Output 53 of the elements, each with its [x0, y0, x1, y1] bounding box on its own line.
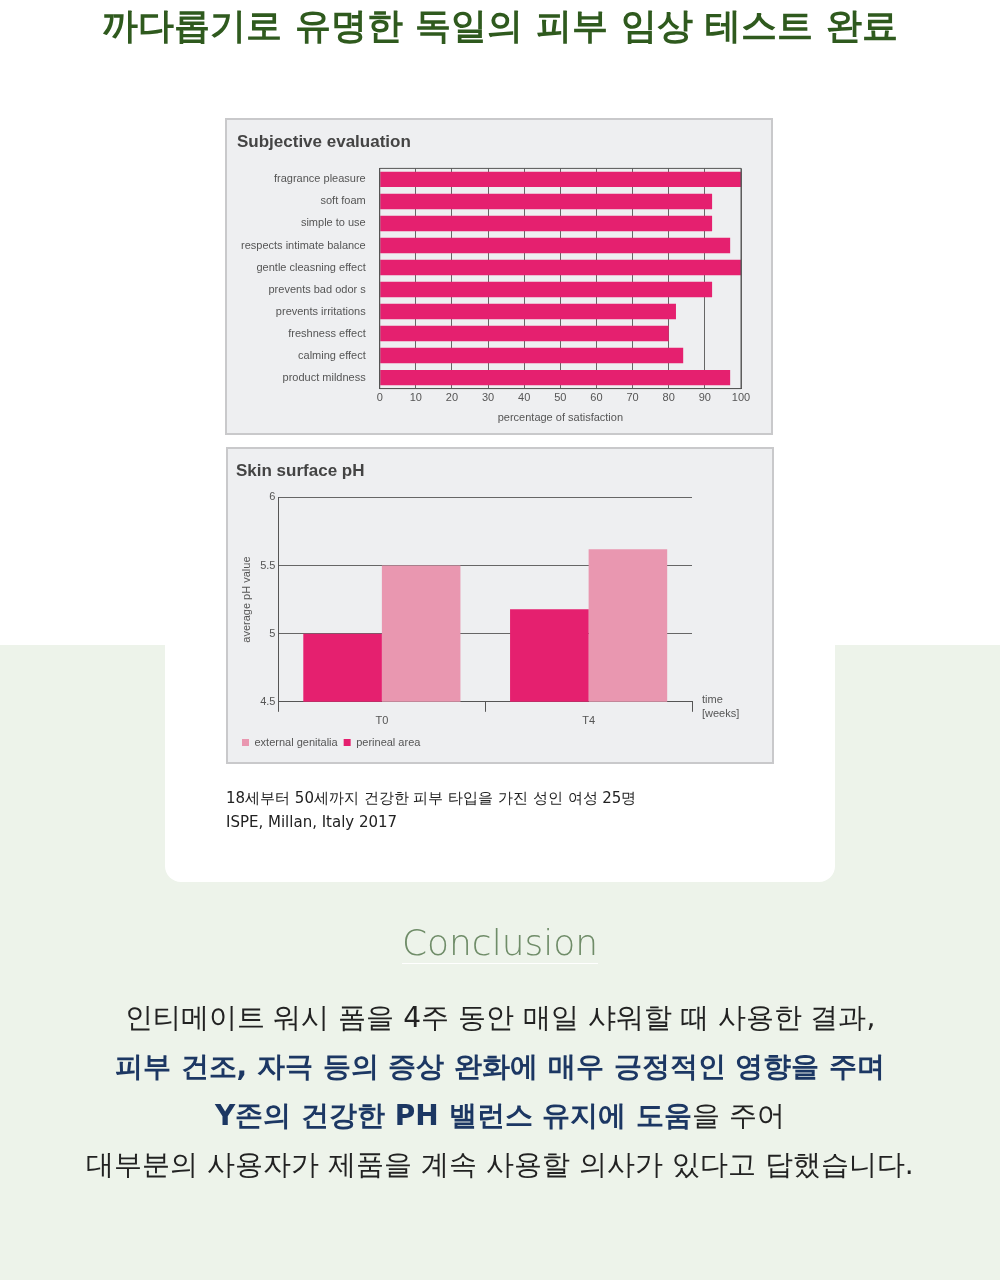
bar — [380, 325, 669, 342]
y-tick-label: gentle cleasning effect — [256, 260, 366, 273]
x-tick-label: T0 — [375, 714, 389, 727]
y-tick-label: calming effect — [298, 348, 366, 361]
y-tick-label: prevents bad odor s — [268, 282, 367, 295]
y-axis-title: average pH value — [239, 556, 252, 643]
chart-title: Skin surface pH — [236, 460, 365, 480]
x-tick-label: 100 — [731, 391, 751, 404]
x-tick-label: 80 — [662, 391, 675, 404]
y-tick-label: 6 — [269, 490, 276, 503]
x-axis-title: time [weeks] — [702, 692, 740, 719]
x-tick-label: 60 — [590, 391, 603, 404]
bar — [380, 193, 713, 210]
bar — [380, 171, 741, 188]
x-tick-label: 70 — [626, 391, 639, 404]
x-tick-label: 50 — [554, 391, 567, 404]
bar — [380, 215, 713, 232]
legend-label: perineal area — [356, 735, 422, 748]
bar — [380, 237, 731, 254]
bar — [380, 347, 684, 364]
y-tick-label: 5.5 — [260, 558, 276, 571]
y-tick-label: simple to use — [300, 216, 366, 229]
y-tick-label: freshness effect — [288, 326, 366, 339]
y-tick-label: prevents irritations — [275, 304, 367, 317]
y-tick-label: soft foam — [320, 194, 366, 207]
y-tick-label: fragrance pleasure — [274, 172, 366, 185]
x-tick-label: 30 — [481, 391, 495, 404]
bar — [380, 259, 741, 276]
y-tick-label: 4.5 — [260, 694, 276, 707]
bar — [380, 281, 713, 298]
x-tick-label: 10 — [409, 391, 422, 404]
text: Y존의 건강한 PH 밸런스 유지에 도움 — [215, 1099, 693, 1132]
text: 18세부터 50세까지 건강한 피부 타입을 가진 성인 여성 25명 — [226, 789, 637, 807]
y-tick-label: product mildness — [282, 370, 367, 383]
text: 을 주어 — [692, 1099, 785, 1132]
text: 피부 건조, 자극 등의 증상 완화에 매우 긍정적인 영향을 주며 — [114, 1050, 886, 1083]
x-tick-label: 20 — [445, 391, 459, 404]
x-tick-label: 0 — [376, 391, 383, 404]
text: 까다롭기로 유명한 독일의 피부 임상 테스트 완료 — [102, 5, 898, 46]
chart-title: Subjective evaluation — [237, 131, 411, 151]
bar — [380, 303, 676, 320]
text: ISPE, Millan, Italy 2017 — [226, 813, 398, 831]
legend-label: external genitalia — [254, 735, 339, 748]
text: Conclusion — [401, 922, 599, 964]
x-tick-label: 40 — [518, 391, 531, 404]
text: 대부분의 사용자가 제품을 계속 사용할 의사가 있다고 답했습니다. — [86, 1148, 914, 1181]
bar — [380, 369, 731, 386]
y-tick-label: respects intimate balance — [241, 238, 366, 251]
text: 인티메이트 워시 폼을 4주 동안 매일 샤워할 때 사용한 결과, — [124, 1001, 876, 1034]
x-axis-title: percentage of satisfaction — [497, 411, 624, 424]
y-tick-label: 5 — [269, 626, 276, 639]
x-tick-label: T4 — [582, 714, 596, 727]
x-tick-label: 90 — [698, 391, 711, 404]
